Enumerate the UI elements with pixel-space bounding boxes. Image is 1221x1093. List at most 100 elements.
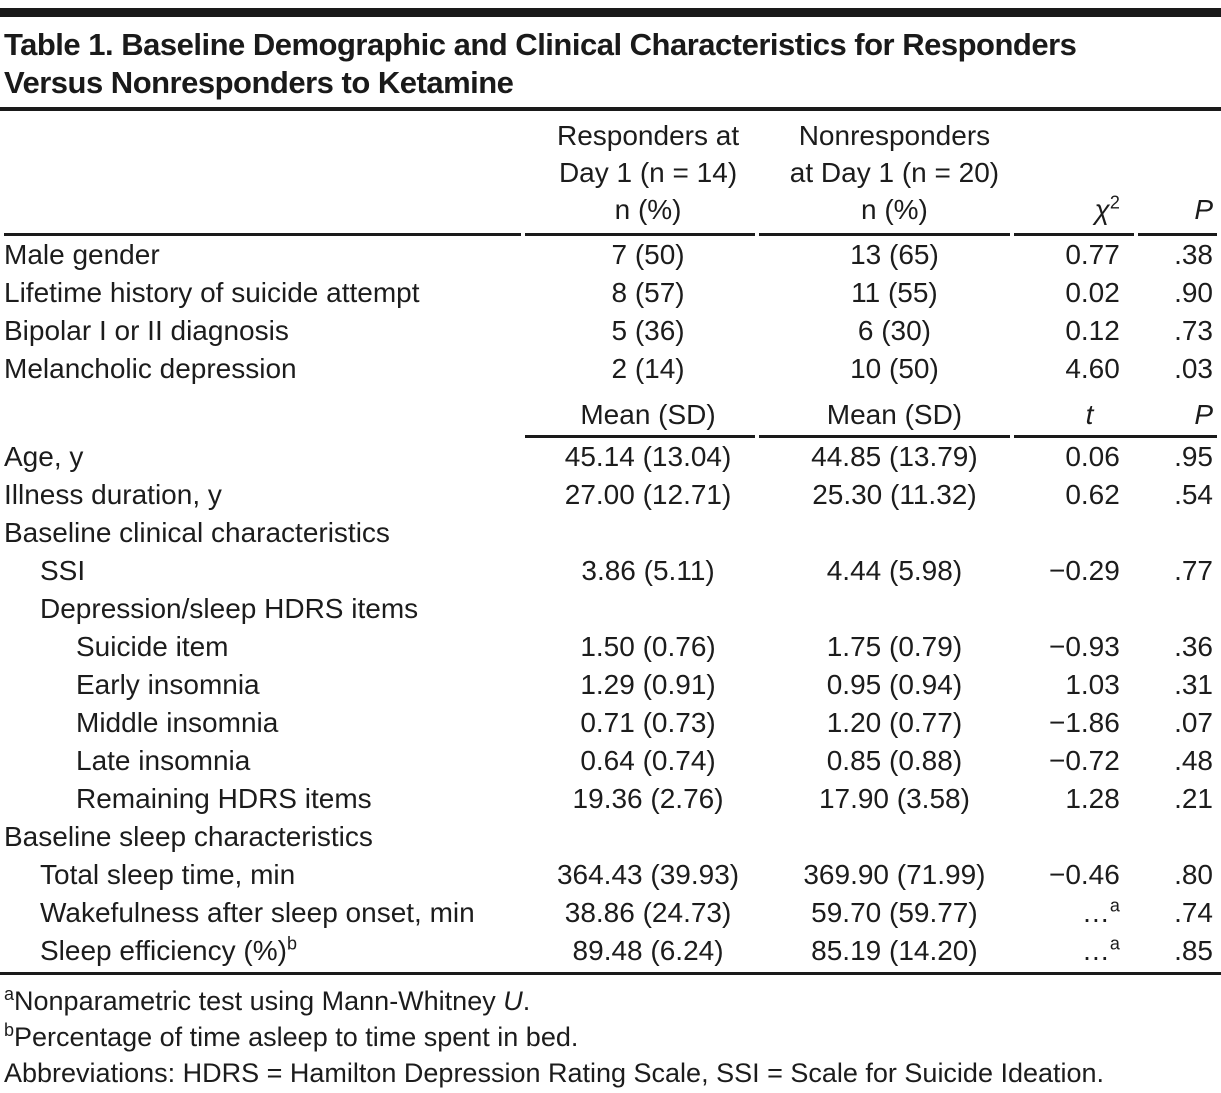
ellipsis: … <box>1081 935 1110 966</box>
stat-value: 0.06 <box>1065 441 1120 472</box>
stat-value: 1.28 <box>1065 783 1120 814</box>
footnote-rule <box>0 972 1221 975</box>
mean-sd-subheader-row: Mean (SD) Mean (SD) t P <box>4 388 1217 438</box>
responders-header-line-1: Responders at <box>556 120 740 151</box>
p-value: .31 <box>1174 669 1213 700</box>
responders-value: 7 (50) <box>611 239 685 270</box>
row-label: Late insomnia <box>76 745 251 776</box>
nonresponders-value: 44.85 (13.79) <box>811 441 978 472</box>
table-row-melancholic-depression: Melancholic depression 2 (14) 10 (50) 4.… <box>4 350 1217 388</box>
p-value: .21 <box>1174 783 1213 814</box>
nonresponders-header-line-3: n (%) <box>860 194 928 225</box>
responders-header-line-3: n (%) <box>614 194 682 225</box>
footnotes: aNonparametric test using Mann-Whitney U… <box>4 983 1221 1091</box>
nonresponders-value: 25.30 (11.32) <box>812 479 977 510</box>
nonresponders-value: 0.95 (0.94) <box>826 669 963 700</box>
nonresponders-value: 10 (50) <box>850 353 939 384</box>
demographics-table: Responders at Day 1 (n = 14) n (%) Nonre… <box>0 113 1221 970</box>
section-label: Baseline sleep characteristics <box>4 821 373 852</box>
table-row-bipolar-diagnosis: Bipolar I or II diagnosis 5 (36) 6 (30) … <box>4 312 1217 350</box>
table-title-line-1: Table 1. Baseline Demographic and Clinic… <box>4 27 1077 62</box>
nonresponders-value: 13 (65) <box>850 239 939 270</box>
responders-value: 3.86 (5.11) <box>581 555 715 586</box>
stat-value: −0.46 <box>1048 859 1120 890</box>
stat-value: −0.72 <box>1048 745 1120 776</box>
stat-value: 1.03 <box>1065 669 1120 700</box>
nonresponders-header-line-1: Nonresponders <box>798 120 991 151</box>
table-row-age: Age, y 45.14 (13.04) 44.85 (13.79) 0.06 … <box>4 438 1217 476</box>
responders-value: 1.29 (0.91) <box>580 669 716 700</box>
row-label: Suicide item <box>76 631 229 662</box>
chi-exponent: 2 <box>1109 192 1120 213</box>
p-value: .48 <box>1174 745 1213 776</box>
responders-value: 38.86 (24.73) <box>564 897 732 928</box>
responders-value: 45.14 (13.04) <box>564 441 732 472</box>
responders-header-line-2: Day 1 (n = 14) <box>558 157 738 188</box>
subheader-spacer-cell <box>4 388 521 438</box>
footnote-a: aNonparametric test using Mann-Whitney U… <box>4 984 531 1016</box>
table-title: Table 1. Baseline Demographic and Clinic… <box>4 26 1221 102</box>
mean-sd-nonresponders-header: Mean (SD) <box>759 388 1010 438</box>
nonresponders-value: 1.20 (0.77) <box>826 707 963 738</box>
p-value: .38 <box>1174 239 1213 270</box>
section-row-depression-sleep-hdrs: Depression/sleep HDRS items <box>4 590 1217 628</box>
nonresponders-value: 85.19 (14.20) <box>811 935 978 966</box>
p-value: .36 <box>1174 631 1213 662</box>
stat-value: …a <box>1014 932 1134 970</box>
footnote-marker-b-ref: b <box>286 933 297 954</box>
stat-value: 0.77 <box>1065 239 1120 270</box>
section-label: Baseline clinical characteristics <box>4 517 390 548</box>
header-spacer-cell <box>4 113 521 236</box>
row-label: Total sleep time, min <box>40 859 296 890</box>
footnote-marker-b: b <box>4 1020 15 1040</box>
nonresponders-value: 1.75 (0.79) <box>826 631 963 662</box>
responders-value: 27.00 (12.71) <box>564 479 732 510</box>
table-row-suicide-item: Suicide item 1.50 (0.76) 1.75 (0.79) −0.… <box>4 628 1217 666</box>
row-label: Sleep efficiency (%)b <box>40 933 297 966</box>
nonresponders-value: 11 (55) <box>851 277 938 308</box>
stat-value: −0.93 <box>1048 631 1120 662</box>
stat-value: 0.62 <box>1065 479 1120 510</box>
stat-value: 0.12 <box>1065 315 1120 346</box>
nonresponders-value: 0.85 (0.88) <box>826 745 963 776</box>
table-row-remaining-hdrs: Remaining HDRS items 19.36 (2.76) 17.90 … <box>4 780 1217 818</box>
footnote-marker-a-ref: a <box>1109 895 1120 916</box>
nonresponders-value: 369.90 (71.99) <box>803 859 986 890</box>
responders-value: 89.48 (6.24) <box>572 935 724 966</box>
mann-whitney-u: U <box>503 986 523 1016</box>
p-value: .07 <box>1174 707 1213 738</box>
mean-sd-responders-header: Mean (SD) <box>524 388 756 438</box>
p-value: .90 <box>1174 277 1213 308</box>
responders-value: 0.64 (0.74) <box>580 745 716 776</box>
abbreviations: Abbreviations: HDRS = Hamilton Depressio… <box>4 1058 1105 1088</box>
row-label: Lifetime history of suicide attempt <box>4 277 420 308</box>
section-label: Depression/sleep HDRS items <box>40 593 419 624</box>
responders-value: 364.43 (39.93) <box>556 859 740 890</box>
responders-value: 2 (14) <box>611 353 685 384</box>
p-value-column-header: P <box>1137 113 1217 236</box>
table-row-early-insomnia: Early insomnia 1.29 (0.91) 0.95 (0.94) 1… <box>4 666 1217 704</box>
stat-value: −1.86 <box>1048 707 1120 738</box>
stat-value: 4.60 <box>1065 353 1120 384</box>
p-value-subheader: P <box>1194 399 1213 430</box>
footnote-marker-a: a <box>4 984 15 1004</box>
responders-value: 19.36 (2.76) <box>572 783 724 814</box>
p-value: .74 <box>1174 897 1213 928</box>
row-label: SSI <box>40 555 86 586</box>
title-rule <box>0 107 1221 111</box>
row-label: Middle insomnia <box>76 707 279 738</box>
stat-value: 0.02 <box>1065 277 1120 308</box>
row-label: Bipolar I or II diagnosis <box>4 315 289 346</box>
nonresponders-value: 17.90 (3.58) <box>818 783 970 814</box>
table-row-late-insomnia: Late insomnia 0.64 (0.74) 0.85 (0.88) −0… <box>4 742 1217 780</box>
responders-value: 5 (36) <box>611 315 685 346</box>
nonresponders-value: 4.44 (5.98) <box>826 555 963 586</box>
p-value: .03 <box>1174 353 1213 384</box>
chi-square-column-header: χ2 <box>1013 113 1134 236</box>
nonresponders-header-line-2: at Day 1 (n = 20) <box>789 157 1000 188</box>
row-label: Wakefulness after sleep onset, min <box>40 897 475 928</box>
row-label: Early insomnia <box>76 669 260 700</box>
table-row-lifetime-suicide-attempt: Lifetime history of suicide attempt 8 (5… <box>4 274 1217 312</box>
table-row-middle-insomnia: Middle insomnia 0.71 (0.73) 1.20 (0.77) … <box>4 704 1217 742</box>
t-p-subheader-cell: t P <box>1013 388 1217 438</box>
